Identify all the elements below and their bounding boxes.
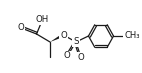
Polygon shape [50,33,64,42]
Text: O: O [60,31,67,39]
Text: O: O [18,24,25,32]
Text: S: S [73,38,79,47]
Text: CH₃: CH₃ [124,32,140,41]
Text: O: O [64,51,71,61]
Text: OH: OH [36,15,49,25]
Text: O: O [77,52,84,61]
